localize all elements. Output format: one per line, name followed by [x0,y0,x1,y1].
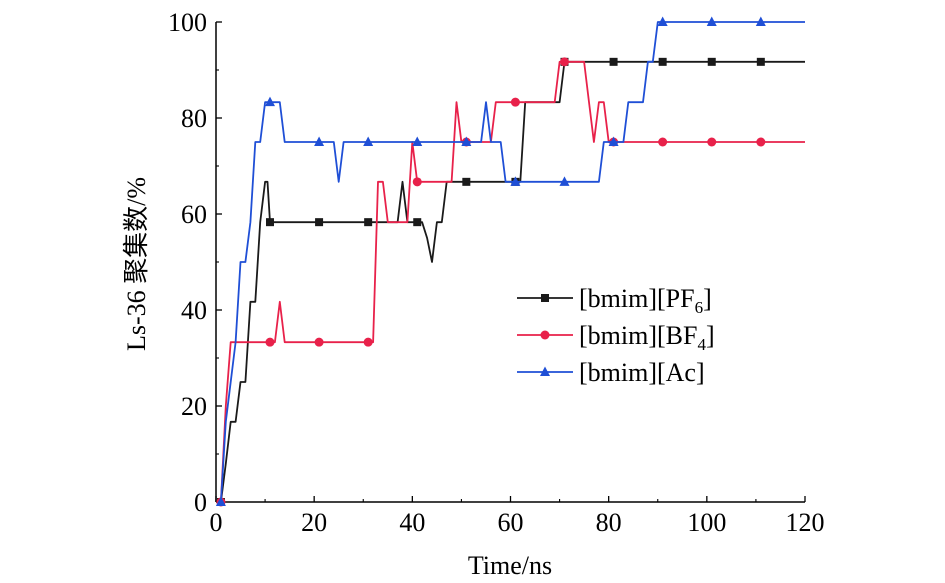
legend-label-subscript: 6 [695,298,704,317]
legend-label-close: ] [703,284,712,313]
data-point [510,97,520,107]
data-point [657,16,668,26]
x-tick-label: 100 [687,508,726,537]
series-1 [216,57,805,507]
axes: 0 20 40 60 80 100 120 0 20 40 60 80 100 [168,8,825,537]
data-point [706,16,717,26]
legend-item: [bmim][Ac] [517,358,705,387]
data-point [314,337,324,347]
series-layer [215,16,805,507]
data-point [707,57,716,66]
data-point [265,218,274,227]
y-tick-label: 60 [181,200,207,229]
x-tick-label: 60 [498,508,524,537]
data-point [314,136,325,146]
data-point [315,218,324,227]
series-line [220,60,805,503]
legend-label: [bmim][PF6] [579,284,712,317]
x-tick-label: 40 [399,508,425,537]
y-tick-label: 40 [181,296,207,325]
data-point [707,137,717,147]
data-point [756,57,765,66]
y-tick-label: 20 [181,392,207,421]
x-axis-label: Time/ns [468,551,552,580]
data-point [559,176,570,186]
y-tick-label: 100 [168,8,207,37]
data-point [412,177,422,187]
data-point [461,136,472,146]
data-point [364,218,373,227]
data-point [510,176,521,186]
x-tick-label: 80 [596,508,622,537]
legend-marker [541,294,549,302]
data-point [363,136,374,146]
legend-label-close: ] [706,321,715,350]
x-tick-label: 0 [210,508,223,537]
data-point [363,337,373,347]
legend-marker [540,366,550,376]
data-point [462,177,471,186]
series-line [220,21,805,503]
legend-item: [bmim][PF6] [517,284,712,317]
legend-label-main: [bmim][BF [579,321,697,350]
legend: [bmim][PF6][bmim][BF4][bmim][Ac] [517,284,715,387]
series-0 [216,57,805,506]
data-point [265,337,275,347]
series-2 [215,16,805,506]
data-point [559,57,569,67]
data-point [412,136,423,146]
y-axis-label: Ls-36 聚集数/% [122,177,151,351]
data-point [609,57,618,66]
y-tick-label: 0 [194,488,207,517]
y-tick-label: 80 [181,104,207,133]
data-point [413,218,422,227]
x-tick-label: 120 [786,508,825,537]
data-point [658,57,667,66]
data-point [658,137,668,147]
legend-item: [bmim][BF4] [517,321,715,354]
legend-label-main: [bmim][Ac] [579,358,705,387]
data-point [264,96,275,107]
data-point [755,16,766,26]
legend-label-subscript: 4 [697,335,706,354]
data-point [756,137,766,147]
x-tick-label: 20 [301,508,327,537]
series-line [220,60,805,503]
legend-label-main: [bmim][PF [579,284,695,313]
data-point [215,496,226,506]
legend-marker [540,330,550,340]
legend-label: [bmim][Ac] [579,358,705,387]
data-point [608,136,619,146]
legend-label: [bmim][BF4] [579,321,715,354]
